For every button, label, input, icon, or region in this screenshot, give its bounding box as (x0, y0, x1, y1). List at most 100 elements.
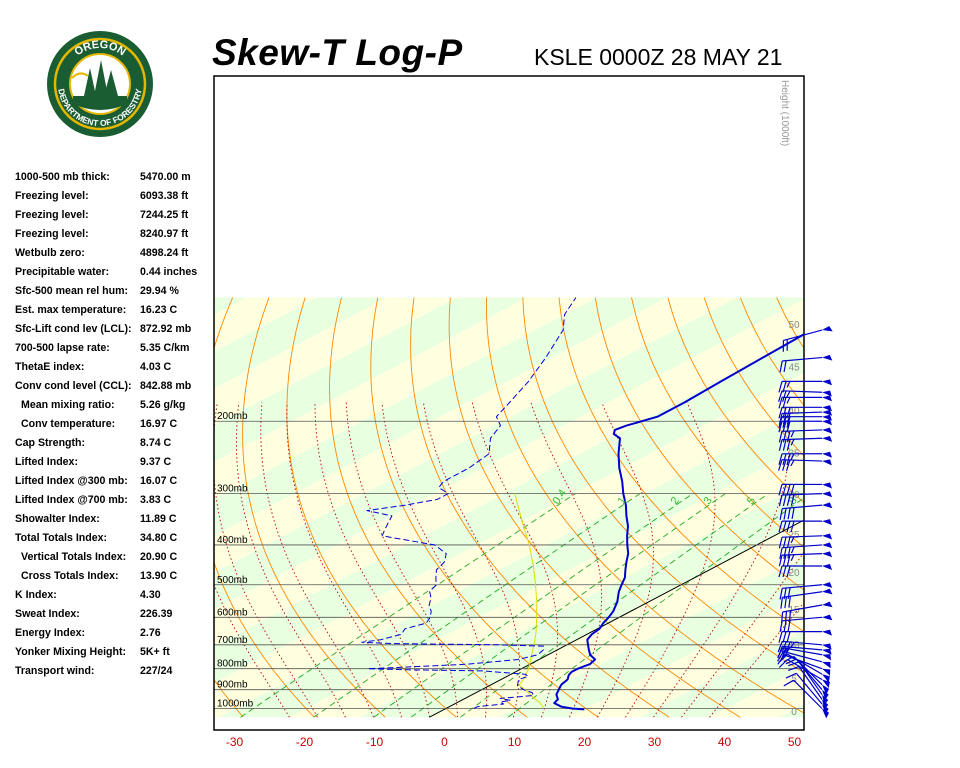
temperature-band (214, 335, 804, 684)
wind-barb-flag (786, 646, 791, 654)
isobar-label: 500mb (217, 575, 248, 586)
stat-row: Transport wind: 227/24 (15, 662, 215, 681)
wind-barb-flag (779, 360, 783, 373)
mixing-ratio-label: 3 (702, 495, 715, 507)
wind-barb-flag (787, 587, 791, 599)
wind-barb (778, 491, 833, 507)
wind-barb-flag (778, 421, 783, 433)
wind-barb-shaft (782, 504, 823, 510)
dry-adiabat (214, 678, 244, 718)
wind-barb-flag (786, 421, 791, 433)
wind-barb-flag (781, 611, 784, 624)
stat-label: Sweat Index: (15, 608, 80, 620)
wind-barb-flag (781, 646, 787, 658)
wind-barb-flag (786, 494, 791, 506)
wind-barb-flag (786, 413, 791, 425)
stat-row: Showalter Index: 11.89 C (15, 510, 215, 529)
stat-value: 4.30 (140, 589, 161, 601)
stat-row: Sfc-Lift cond lev (LCL): 872.92 mb (15, 320, 215, 339)
wind-barb-flag (782, 407, 787, 419)
wind-barb-flag (778, 659, 788, 668)
dry-adiabat (849, 298, 960, 718)
stat-label: 700-500 lapse rate: (15, 342, 110, 354)
stat-label: Est. max temperature: (15, 304, 127, 316)
stat-label: Showalter Index: (15, 513, 100, 525)
isobar-label: 700mb (217, 635, 248, 646)
wind-barb (788, 666, 829, 710)
mixing-ratio-line (313, 493, 641, 718)
wind-barb-shaft (781, 429, 823, 432)
stat-label: Lifted Index @300 mb: (15, 475, 128, 487)
wind-barb-flag (778, 565, 783, 578)
wind-barb-head (821, 668, 831, 676)
stat-row: Yonker Mixing Height: 5K+ ft (15, 643, 215, 662)
stat-row: Conv temperature: 16.97 C (15, 415, 215, 434)
stat-value: 16.97 C (140, 418, 178, 430)
wind-barb-flag (785, 641, 791, 653)
stat-label: Yonker Mixing Height: (15, 646, 127, 658)
sounding-indices-list: 1000-500 mb thick: 5470.00 m Freezing leve… (15, 168, 215, 681)
moist-adiabat (653, 402, 790, 718)
wind-barb-flag (778, 537, 783, 549)
wind-barb-head (822, 435, 833, 442)
wind-barb-shaft (787, 653, 823, 675)
wind-barb-flag (782, 431, 787, 443)
wind-barb-flag (778, 439, 783, 451)
x-tick-label: 30 (648, 735, 662, 749)
stat-label: ThetaE index: (15, 361, 85, 373)
wind-barb-head (822, 482, 832, 489)
dry-adiabat (667, 297, 804, 504)
stat-row: Sweat Index: 226.39 (15, 605, 215, 624)
x-tick-label: 50 (788, 735, 802, 749)
stat-value: 5K+ ft (140, 646, 170, 658)
temperature-band (214, 299, 804, 647)
temperature-band (499, 556, 804, 718)
wind-barb-flag (790, 438, 795, 446)
wind-barb-head (822, 409, 833, 416)
dry-adiabat (486, 297, 804, 714)
wind-barb-head (821, 648, 832, 655)
stat-value: 20.90 C (140, 551, 178, 563)
stat-row: Cap Strength: 8.74 C (15, 434, 215, 453)
stat-row: Lifted Index @300 mb: 16.07 C (15, 472, 215, 491)
stat-row: Lifted Index @700 mb: 3.83 C (15, 491, 215, 510)
wind-barb-head (822, 643, 832, 650)
wind-barb-flag (788, 610, 792, 622)
wind-barb-flag (786, 536, 791, 549)
stat-value: 11.89 C (140, 513, 177, 525)
mixing-ratio-line (410, 493, 726, 718)
stat-row: Sfc-500 mean rel hum: 29.94 % (15, 282, 215, 301)
wind-barb-flag (782, 390, 787, 402)
stat-label: Mean mixing ratio: (21, 399, 115, 411)
wind-barb-flag (790, 459, 795, 467)
stat-label: Freezing level: (15, 228, 89, 240)
stat-value: 0.44 inches (140, 266, 198, 278)
moist-adiabat (345, 402, 458, 718)
stat-row: Freezing level: 6093.38 ft (15, 187, 215, 206)
dewpoint-line (361, 297, 577, 709)
wind-barb-flag (790, 554, 795, 561)
wind-barb (778, 379, 832, 393)
wind-barb-flag (782, 459, 787, 471)
stat-label: Cross Totals Index: (21, 570, 119, 582)
wind-barb (778, 427, 833, 443)
x-tick-label: 40 (718, 735, 732, 749)
mixing-ratio-label: 8 (787, 495, 800, 507)
wind-barb-flag (782, 439, 787, 451)
wind-barb-flag (782, 484, 787, 496)
wind-barb-flag (790, 520, 795, 533)
wind-barb-shaft (782, 616, 823, 622)
x-tick-label: 20 (578, 735, 592, 749)
wind-barb-flag (786, 459, 791, 471)
temperature-band (214, 297, 804, 610)
wind-barb-head (821, 614, 833, 621)
wind-barb-shaft (798, 666, 823, 700)
wind-barb-flag (790, 536, 795, 544)
wind-barb-head (822, 405, 832, 412)
wind-barb-flag (778, 397, 783, 409)
stat-value: 16.07 C (140, 475, 178, 487)
stat-row: Lifted Index: 9.37 C (15, 453, 215, 472)
wind-barb (779, 542, 833, 560)
x-tick-label: 0 (441, 735, 448, 749)
